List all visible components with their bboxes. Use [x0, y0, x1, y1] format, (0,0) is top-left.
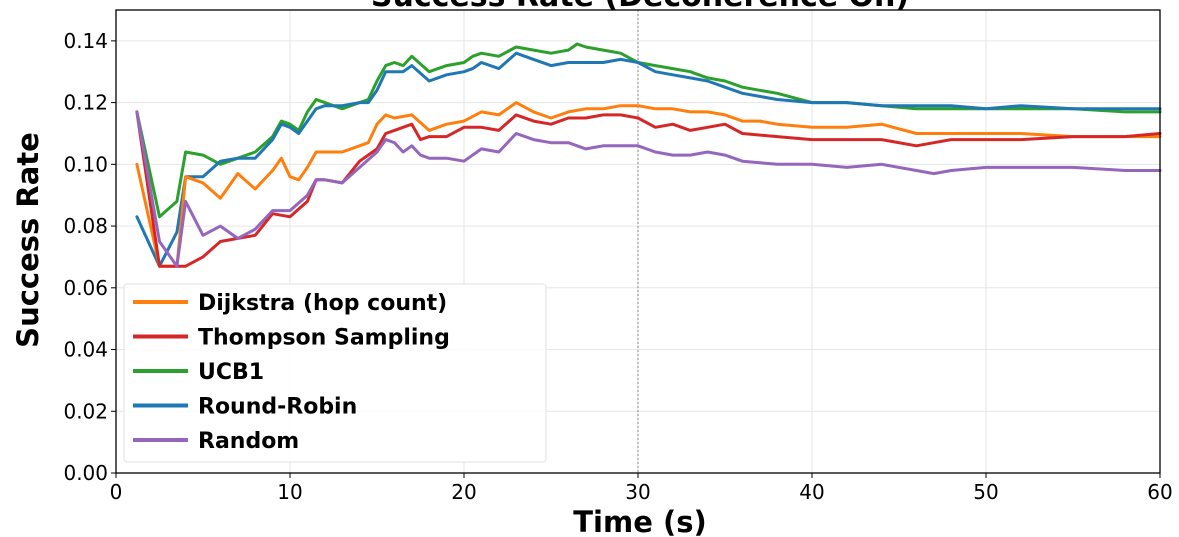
- chart-title: Success Rate (Decoherence On): [371, 0, 909, 14]
- legend-label: Random: [198, 429, 299, 454]
- x-tick-label: 30: [625, 480, 650, 504]
- legend-box: [123, 283, 547, 463]
- x-tick-label: 10: [277, 480, 302, 504]
- x-tick-label: 0: [110, 480, 123, 504]
- legend-label: Round-Robin: [198, 395, 357, 420]
- x-axis-title: Time (s): [573, 505, 706, 537]
- series-line-0: [135, 101, 1162, 268]
- series-layer: [135, 42, 1162, 268]
- series-line-3: [135, 51, 1162, 268]
- x-tick-label: 60: [1147, 480, 1172, 504]
- y-tick-label: 0.10: [63, 152, 108, 176]
- legend-label: Dijkstra (hop count): [198, 291, 447, 316]
- y-tick-label: 0.14: [63, 29, 108, 53]
- series-line-1: [135, 110, 1162, 268]
- x-axis-ticks: 0 10 20 30 40 50 60: [110, 473, 1173, 504]
- y-tick-label: 0.02: [63, 399, 108, 423]
- x-tick-label: 50: [973, 480, 998, 504]
- series-line-4: [135, 110, 1162, 268]
- legend: Dijkstra (hop count) Thompson Sampling UCB…: [123, 283, 547, 463]
- y-tick-label: 0.00: [63, 461, 108, 485]
- x-tick-label: 40: [799, 480, 824, 504]
- y-axis-title: Success Rate: [11, 132, 45, 348]
- x-tick-label: 20: [451, 480, 476, 504]
- y-axis-ticks: 0.00 0.02 0.04 0.06 0.08 0.10 0.12 0.14: [63, 29, 116, 485]
- legend-label: UCB1: [198, 360, 264, 385]
- series-line-2: [135, 42, 1162, 219]
- y-tick-label: 0.04: [63, 338, 108, 362]
- legend-label: Thompson Sampling: [198, 326, 450, 351]
- y-tick-label: 0.08: [63, 214, 108, 238]
- y-tick-label: 0.12: [63, 91, 108, 115]
- y-tick-label: 0.06: [63, 276, 108, 300]
